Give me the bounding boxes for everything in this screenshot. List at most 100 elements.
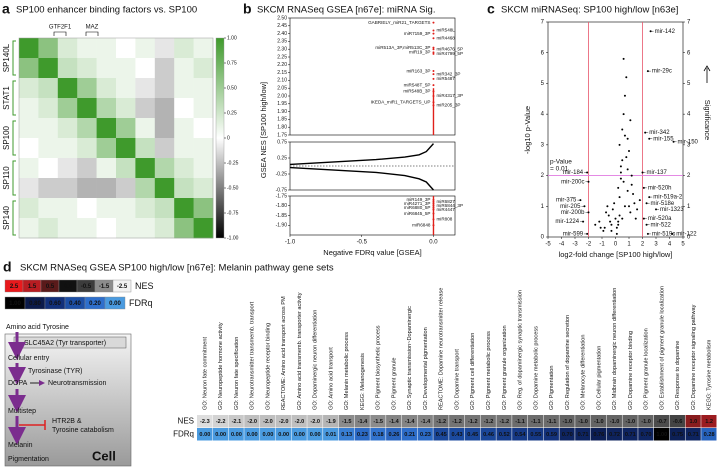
cell-label: 0.00 bbox=[262, 432, 273, 438]
y-tick-label: 2.15 bbox=[277, 70, 287, 76]
column-label: GO: Pigment granule bbox=[391, 357, 397, 410]
point bbox=[634, 217, 637, 220]
inhibition bbox=[19, 420, 46, 430]
table-cell bbox=[638, 428, 654, 441]
colorbar-tick-label: -0.25 bbox=[227, 160, 239, 166]
colorbar-tick-label: 0.75 bbox=[227, 60, 237, 66]
table-cell bbox=[622, 428, 638, 441]
cell-label: -2.1 bbox=[232, 419, 242, 425]
point bbox=[611, 208, 614, 211]
point bbox=[617, 220, 620, 223]
row-group-label: SP140 bbox=[2, 205, 11, 230]
x-axis-label: Negative FDRq value [GSEA] bbox=[323, 248, 421, 257]
column-label: GTF2F1 bbox=[49, 25, 72, 31]
point bbox=[598, 220, 601, 223]
table-cell bbox=[512, 428, 528, 441]
annotation-label: miR342_3P bbox=[436, 71, 460, 76]
heatmap-cell bbox=[77, 138, 97, 159]
point bbox=[621, 128, 624, 131]
y-tick-label: 0.25 bbox=[277, 155, 287, 161]
annotation-point bbox=[432, 198, 435, 201]
column-label: GO: Dopaminergic neuron differentiation bbox=[313, 310, 319, 410]
y-tick-label: 1 bbox=[541, 204, 545, 210]
table-cell bbox=[307, 415, 323, 428]
y-tick-label: 1.95 bbox=[277, 101, 287, 107]
annotation-point bbox=[432, 29, 435, 32]
point bbox=[614, 217, 617, 220]
y-axis-label: GSEA NES [SP100 high/low] bbox=[259, 82, 268, 178]
colorbar bbox=[215, 37, 225, 239]
point bbox=[605, 211, 608, 214]
annotation-label: miR4799_5P bbox=[436, 51, 463, 56]
heatmap-cell bbox=[135, 158, 156, 179]
point bbox=[625, 76, 628, 79]
cell-label: -1.4 bbox=[421, 419, 432, 425]
table-cell bbox=[701, 415, 717, 428]
point bbox=[610, 223, 613, 226]
y-tick-label: 1.80 bbox=[277, 125, 287, 131]
point-label: mir-137 bbox=[647, 170, 668, 176]
cell-label: 0.45 bbox=[436, 432, 447, 438]
annotation-point bbox=[432, 95, 435, 97]
heatmap-cell bbox=[174, 78, 194, 99]
point-label: mir-599 bbox=[563, 232, 584, 238]
annotation-point bbox=[432, 48, 435, 51]
annotation-label: miR548L bbox=[436, 28, 455, 33]
y-tick-label: 2.10 bbox=[277, 78, 287, 84]
point bbox=[630, 174, 633, 177]
point bbox=[618, 214, 621, 217]
column-label: GO: Dopamine receptor signaling pathway bbox=[691, 304, 697, 410]
heatmap-cell bbox=[38, 38, 59, 59]
legend-label: 0.80 bbox=[29, 301, 41, 307]
point-label: mir-142 bbox=[655, 29, 676, 35]
table-cell bbox=[575, 415, 591, 428]
cell-label: -0.6 bbox=[673, 419, 683, 425]
panel-title: SP100 enhancer binding factors vs. SP100 bbox=[16, 5, 197, 16]
annotation-point bbox=[432, 224, 435, 227]
y-tick-label: 2.25 bbox=[277, 54, 287, 60]
table-cell bbox=[433, 415, 449, 428]
annotation-point bbox=[432, 90, 435, 93]
heatmap-cell bbox=[116, 118, 136, 139]
heatmap-cell bbox=[19, 58, 39, 79]
legend-title: FDRq bbox=[129, 298, 153, 308]
heatmap-cell bbox=[174, 178, 194, 199]
cell-label: -1.0 bbox=[626, 419, 636, 425]
y-axis-label: -log10 p-Value bbox=[523, 106, 532, 154]
cell-label: 0.00 bbox=[278, 432, 289, 438]
heatmap-cell bbox=[174, 138, 194, 159]
annotation-point bbox=[432, 52, 435, 55]
table-cell bbox=[449, 415, 465, 428]
column-label: GO: Dopamine transport bbox=[454, 349, 460, 410]
cell-label: 0.75 bbox=[672, 432, 683, 438]
row-group-bracket bbox=[12, 80, 16, 116]
legend-title: NES bbox=[135, 281, 154, 291]
y-tick-label: -1.75 bbox=[276, 193, 288, 199]
table-cell bbox=[527, 415, 544, 428]
table-cell bbox=[464, 428, 481, 441]
pathway-inhibitor: Tyrosine catabolism bbox=[52, 427, 114, 434]
column-label: GO: Dopamine metabolic process bbox=[533, 326, 539, 410]
pathway-entry: Cellular entry bbox=[8, 355, 50, 362]
cell-label: -0.7 bbox=[657, 419, 667, 425]
table-cell bbox=[653, 415, 670, 428]
point bbox=[617, 186, 620, 189]
point bbox=[621, 159, 624, 162]
annotation-label: miR4468 bbox=[436, 35, 455, 40]
cell-label: -2.0 bbox=[247, 419, 257, 425]
column-label: GO: Neuron fate specification bbox=[234, 337, 240, 410]
row-group-label: SP140L bbox=[2, 43, 11, 72]
table-cell bbox=[323, 428, 339, 441]
x-tick-label: -0.5 bbox=[357, 240, 368, 246]
point bbox=[619, 177, 622, 180]
cell-label: 0.00 bbox=[247, 432, 258, 438]
pathway-enzyme: Tyrosinase (TYR) bbox=[28, 368, 82, 375]
panel-letter: d bbox=[3, 259, 12, 275]
y-tick-label: 2.45 bbox=[277, 23, 287, 29]
heatmap-cell bbox=[193, 58, 214, 79]
y-tick-label: 3 bbox=[541, 142, 545, 148]
y2-tick-label: 0 bbox=[687, 235, 691, 241]
column-label: GO: Neuron fate commitment bbox=[202, 336, 208, 410]
cell-label: 0.55 bbox=[530, 432, 541, 438]
heatmap-cell bbox=[77, 118, 97, 139]
